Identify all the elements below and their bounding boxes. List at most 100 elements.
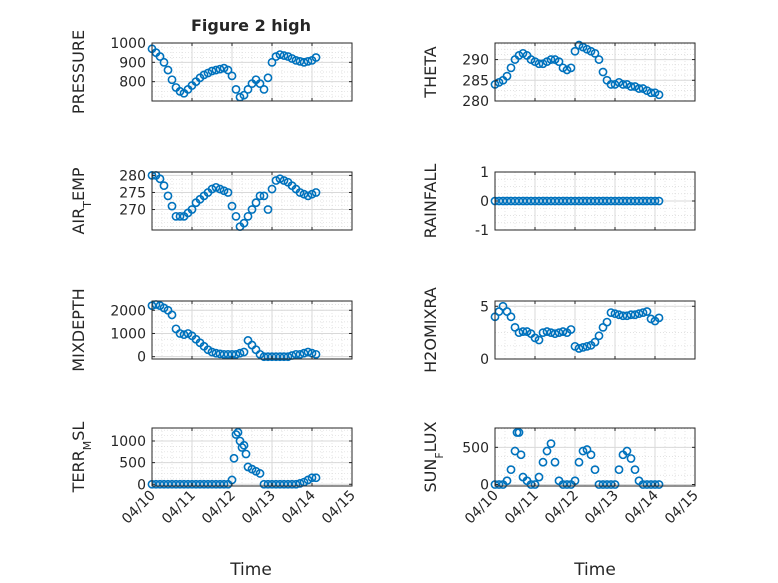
data-point	[307, 473, 317, 483]
data-point	[179, 330, 189, 340]
data-point	[610, 309, 620, 319]
data-point	[259, 85, 269, 94]
data-point	[530, 480, 540, 489]
data-point	[229, 453, 239, 463]
data-point	[590, 337, 600, 347]
data-point	[622, 446, 632, 456]
data-point	[259, 191, 269, 201]
data-point	[634, 309, 644, 319]
data-point	[650, 480, 660, 489]
y-tick-label: 280	[462, 94, 489, 110]
data-point	[514, 428, 524, 437]
data-point	[231, 430, 241, 439]
data-point	[163, 479, 173, 489]
data-point	[255, 79, 265, 88]
data-point	[247, 205, 257, 214]
axes-box	[151, 171, 353, 231]
x-tick-label: 04/15	[319, 488, 359, 528]
data-point	[626, 454, 636, 463]
axes-box	[151, 42, 353, 102]
axes-box	[151, 427, 353, 487]
data-point	[534, 472, 544, 482]
axes-box	[151, 300, 353, 360]
data-point	[590, 48, 600, 58]
data-point	[207, 66, 217, 76]
plot-area	[495, 301, 695, 359]
data-point	[195, 479, 205, 489]
data-point	[582, 341, 592, 351]
y-tick-label: 0	[480, 352, 489, 368]
data-point	[546, 55, 556, 64]
data-point	[570, 46, 580, 56]
data-point	[566, 325, 576, 334]
data-point	[303, 347, 313, 357]
subplot-6: 0 5 H2OMIXRA	[421, 287, 696, 373]
data-point	[291, 56, 301, 65]
data-point	[618, 80, 628, 89]
y-tick-label: 0	[137, 477, 146, 493]
y-tick-label: 500	[119, 456, 146, 472]
data-point	[558, 327, 568, 336]
data-point	[207, 347, 217, 357]
x-tick-label: 04/12	[199, 488, 239, 528]
data-point	[239, 347, 249, 357]
data-point	[554, 57, 564, 67]
data-point	[283, 352, 293, 362]
data-point	[263, 73, 273, 83]
subplot-7: 0 500 1000 04/10 04/11 04/12 04/13 04/14 04/15 TE…	[69, 422, 359, 528]
data-point	[311, 349, 321, 359]
y-axis-label: AIRTEMP	[69, 167, 94, 234]
data-point	[279, 176, 289, 185]
data-point	[295, 479, 305, 488]
data-point	[187, 205, 197, 214]
data-point	[279, 352, 289, 362]
data-point	[211, 479, 221, 489]
data-point	[199, 479, 209, 489]
data-point	[311, 188, 321, 197]
data-point	[510, 196, 520, 206]
data-point	[566, 63, 576, 73]
data-point	[574, 344, 584, 353]
data-point	[239, 440, 249, 450]
x-tick-label: 04/13	[582, 488, 622, 528]
data-point	[562, 480, 572, 489]
data-point	[171, 479, 181, 489]
y-axis-label: PRESSURE	[69, 30, 88, 114]
data-point	[594, 55, 604, 64]
data-point	[630, 465, 640, 475]
data-point	[538, 457, 548, 467]
subplot-1: 800 900 1000 PRESSURE	[69, 30, 353, 114]
data-point	[516, 450, 526, 460]
y-axis-label: SUNFLUX	[421, 421, 446, 492]
axes-box	[494, 42, 696, 102]
y-axis-label: TERRMSL	[69, 422, 94, 494]
data-point	[630, 310, 640, 320]
x-tick-label: 04/13	[239, 488, 279, 528]
y-tick-label: 275	[119, 185, 146, 201]
data-point	[223, 65, 233, 75]
data-point	[654, 196, 664, 206]
x-tick-label: 04/11	[159, 488, 199, 528]
data-point	[602, 317, 612, 327]
data-point	[155, 479, 165, 489]
y-axis-label: MIXDEPTH	[69, 288, 88, 371]
data-point	[219, 479, 229, 489]
x-axis-label-left: Time	[229, 560, 272, 580]
data-point	[159, 479, 169, 489]
data-point	[303, 56, 313, 66]
data-point	[207, 184, 217, 194]
y-tick-label: 1000	[110, 326, 146, 342]
data-point	[291, 479, 301, 489]
data-point	[243, 85, 253, 94]
data-point	[239, 218, 249, 228]
y-axis-label: RAINFALL	[421, 164, 440, 239]
data-point	[299, 57, 309, 67]
data-point	[215, 184, 225, 194]
data-point	[514, 328, 524, 338]
data-point	[295, 188, 305, 197]
data-point	[211, 182, 221, 192]
data-point	[267, 184, 277, 194]
data-point	[542, 446, 552, 456]
data-point	[255, 191, 265, 201]
